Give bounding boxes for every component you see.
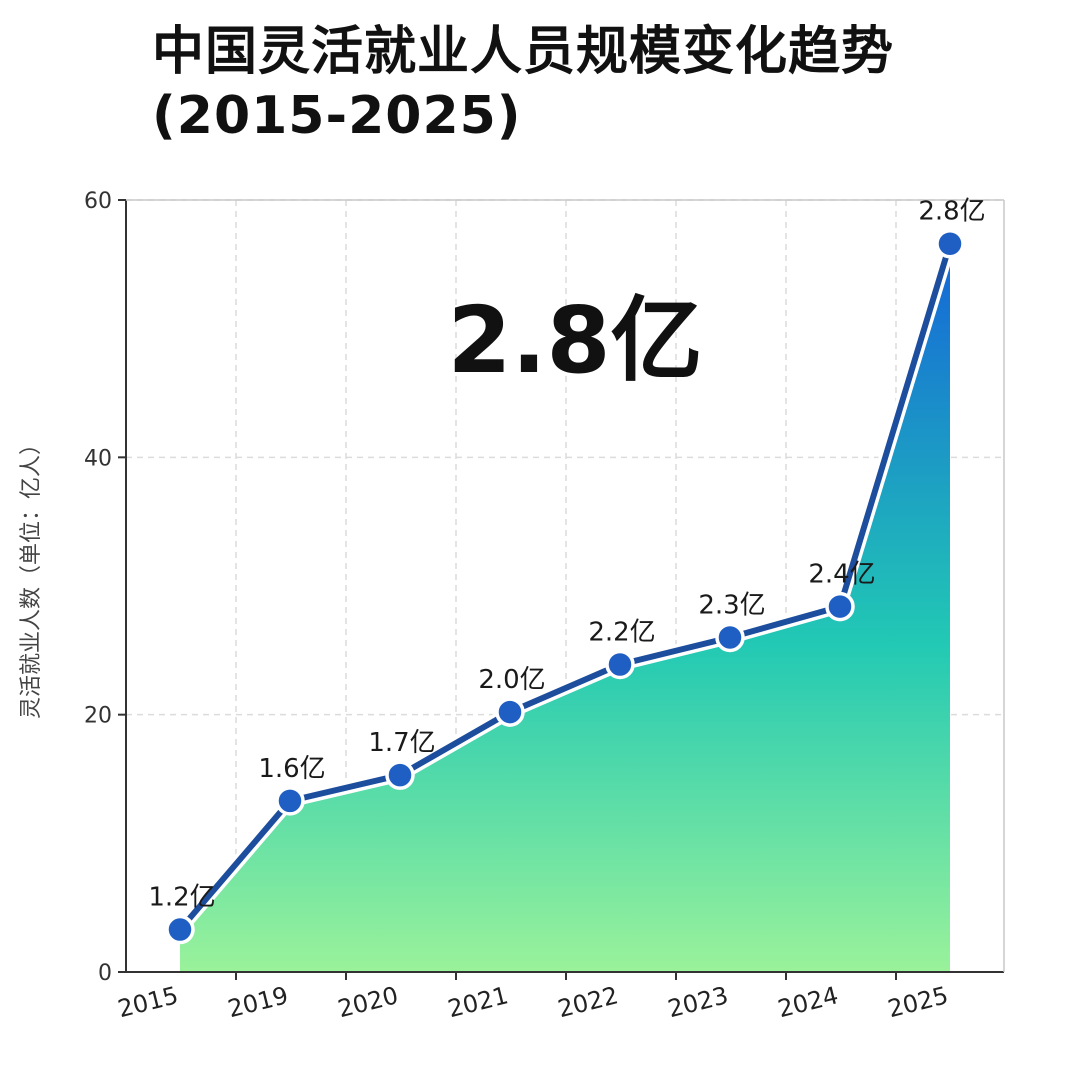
x-tick-label: 2019 [225,981,291,1023]
highlight-annotation: 2.8亿 [448,287,703,394]
markers [165,228,965,945]
data-point [495,697,525,727]
x-tick-label: 2025 [885,981,951,1023]
axes [118,199,1005,980]
chart-title: 中国灵活就业人员规模变化趋势 (2015-2025) [152,20,1052,148]
y-axis-label: 灵活就业人数（单位：亿人） [19,433,44,719]
data-point [165,914,195,945]
y-tick-label: 20 [84,704,112,729]
axis-text: 0 20 40 60 2015 2019 2020 2021 2022 2023 2024 2025 灵… [19,189,951,1023]
data-labels: 1.2亿 1.6亿 1.7亿 2.0亿 2.2亿 2.3亿 2.4亿 2.8亿 2.8亿 [148,197,985,913]
series-line [177,240,953,933]
data-label: 1.7亿 [368,728,435,758]
data-point [275,786,305,816]
data-point [715,622,745,653]
y-tick-label: 60 [84,189,112,214]
data-point [605,649,635,680]
x-tick-label: 2024 [775,981,841,1023]
chart-title-line2: (2015-2025) [152,86,522,146]
data-label: 2.4亿 [808,560,875,590]
data-label: 1.2亿 [148,883,215,913]
y-tick-label: 0 [98,961,112,986]
data-label: 1.6亿 [258,754,325,784]
data-point [825,591,855,622]
area-fill [180,243,950,972]
data-point [385,760,415,790]
x-tick-label: 2020 [335,981,401,1023]
data-label: 2.0亿 [478,665,545,695]
x-tick-label: 2023 [665,981,731,1023]
x-tick-label: 2015 [115,981,181,1023]
y-tick-label: 40 [84,446,112,471]
area-fill-group [180,243,950,972]
x-tick-label: 2022 [555,981,621,1023]
series-line-group [173,237,957,937]
data-label: 2.8亿 [918,197,985,227]
data-point [935,228,965,259]
data-label: 2.2亿 [588,617,655,647]
x-tick-label: 2021 [445,981,511,1023]
data-label: 2.3亿 [698,590,765,620]
chart-title-line1: 中国灵活就业人员规模变化趋势 [152,22,895,82]
